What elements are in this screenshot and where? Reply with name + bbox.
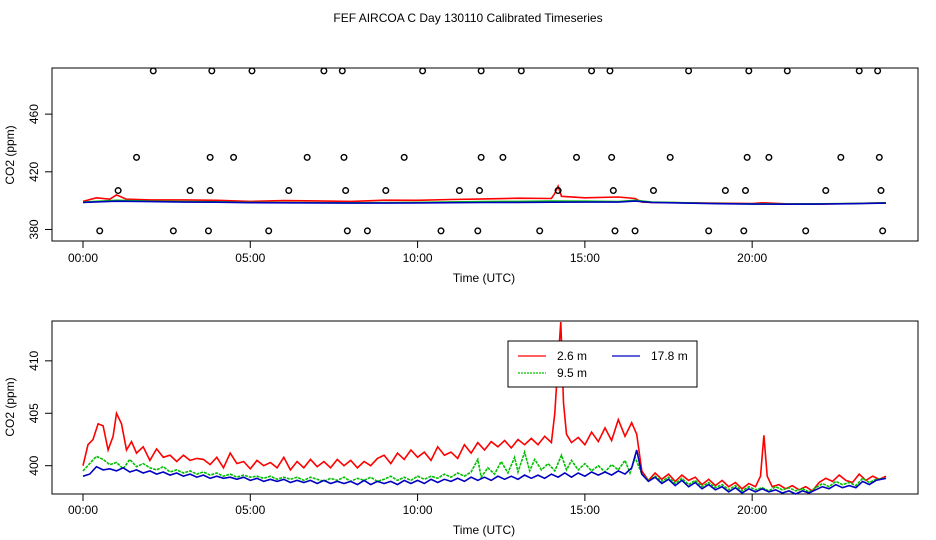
data-point [303,153,311,161]
top-panel-xlabel: Time (UTC) [453,271,515,285]
series-line-2-6-m [82,321,887,492]
chart-title: FEF AIRCOA C Day 130110 Calibrated Times… [333,11,602,25]
data-point [573,153,581,161]
legend-label-17-8m: 17.8 m [651,349,688,363]
data-point [114,187,122,195]
data-point [554,187,562,195]
data-point [474,227,482,235]
data-point [877,187,885,195]
data-point [204,227,212,235]
y-tick-label: 410 [27,351,41,371]
x-tick-label: 20:00 [737,251,767,265]
series-line-17-8-m [82,449,887,495]
data-point [206,187,214,195]
data-point [705,227,713,235]
bottom-panel: Time (UTC) CO2 (ppm) 00:00 05:00 10:00 15:0… [3,320,919,537]
x-tick-label: 15:00 [570,503,600,517]
data-point [875,153,883,161]
x-tick-label: 15:00 [570,251,600,265]
legend-label-9-5m: 9.5 m [557,366,587,380]
data-point [206,153,214,161]
data-point [149,67,157,75]
data-point [285,187,293,195]
data-point [419,67,427,75]
data-point [499,153,507,161]
data-point [608,153,616,161]
top-panel: Time (UTC) CO2 (ppm) 00:00 05:00 10:00 15:0… [3,67,919,285]
data-point [822,187,830,195]
data-point [879,227,887,235]
data-point [342,187,350,195]
data-point [611,227,619,235]
y-tick-label: 460 [27,104,41,124]
data-point [685,67,693,75]
data-point [666,153,674,161]
data-point [437,227,445,235]
data-point [186,187,194,195]
data-point [475,187,483,195]
data-point [741,187,749,195]
data-point [740,227,748,235]
x-tick-label: 00:00 [68,503,98,517]
data-point [874,67,882,75]
data-point [400,153,408,161]
series-line-17-8-m [82,200,887,206]
data-point [340,153,348,161]
top-panel-ylabel: CO2 (ppm) [3,125,17,184]
data-point [96,227,104,235]
x-tick-label: 05:00 [235,503,265,517]
data-point [609,187,617,195]
data-point [802,227,810,235]
data-point [320,67,328,75]
data-point [631,227,639,235]
data-point [363,227,371,235]
bottom-panel-frame [51,320,919,495]
data-point [649,187,657,195]
data-point [588,67,596,75]
y-tick-label: 420 [27,161,41,181]
data-point [721,187,729,195]
x-tick-label: 20:00 [737,503,767,517]
data-point [855,67,863,75]
data-point [230,153,238,161]
x-tick-label: 10:00 [403,251,433,265]
x-tick-label: 05:00 [235,251,265,265]
data-point [208,67,216,75]
data-point [455,187,463,195]
y-tick-label: 405 [27,403,41,423]
data-point [169,227,177,235]
x-tick-label: 10:00 [403,503,433,517]
data-point [248,67,256,75]
legend-label-2-6m: 2.6 m [557,349,587,363]
data-point [343,227,351,235]
data-point [837,153,845,161]
data-point [265,227,273,235]
data-point [536,227,544,235]
bottom-panel-xlabel: Time (UTC) [453,523,515,537]
legend-box [507,340,698,388]
data-point [477,153,485,161]
y-tick-label: 380 [27,219,41,239]
top-panel-frame [51,67,919,242]
data-point [745,67,753,75]
data-point [765,153,773,161]
y-tick-label: 400 [27,455,41,475]
bottom-panel-ylabel: CO2 (ppm) [3,377,17,436]
data-point [338,67,346,75]
data-point [477,67,485,75]
data-point [382,187,390,195]
data-point [606,67,614,75]
data-point [133,153,141,161]
data-point [517,67,525,75]
data-point [743,153,751,161]
data-point [783,67,791,75]
x-tick-label: 00:00 [68,251,98,265]
legend: 2.6 m 9.5 m 17.8 m [507,340,698,388]
series-line-9-5-m [82,449,887,493]
